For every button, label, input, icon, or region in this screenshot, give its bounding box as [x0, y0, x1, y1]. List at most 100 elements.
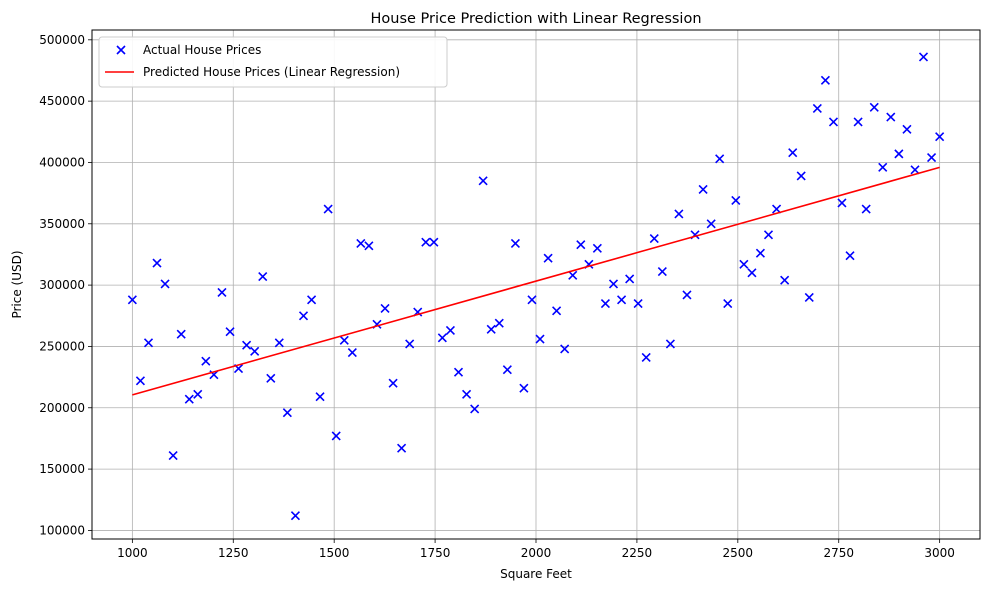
- x-tick-label: 3000: [924, 546, 955, 560]
- scatter-point: [429, 237, 439, 247]
- scatter-point: [543, 253, 553, 263]
- y-tick-label: 300000: [39, 278, 85, 292]
- y-tick-label: 400000: [39, 155, 85, 169]
- scatter-point: [886, 112, 896, 122]
- scatter-point: [674, 209, 684, 219]
- scatter-point: [143, 338, 154, 348]
- scatter-point: [804, 292, 814, 302]
- scatter-point: [535, 334, 545, 344]
- scatter-point: [201, 356, 211, 366]
- scatter-point: [780, 275, 790, 285]
- scatter-point: [331, 431, 341, 441]
- scatter-point: [772, 204, 782, 214]
- scatter-point: [715, 154, 725, 164]
- scatter-point: [788, 148, 798, 158]
- scatter-point: [184, 394, 194, 404]
- scatter-point: [926, 152, 937, 163]
- scatter-point: [339, 335, 349, 345]
- scatter-point: [242, 340, 252, 350]
- legend-box: [98, 36, 448, 88]
- scatter-point: [698, 184, 708, 195]
- scatter-point: [364, 241, 374, 251]
- scatter-point: [641, 352, 651, 363]
- scatter-point: [274, 338, 284, 348]
- scatter-point: [380, 303, 390, 313]
- x-tick-label: 2000: [521, 546, 552, 560]
- x-tick-label: 1250: [218, 546, 249, 560]
- scatter-point: [168, 451, 178, 461]
- regression-line: [132, 166, 940, 396]
- scatter-point: [763, 230, 774, 240]
- scatter-point: [828, 117, 839, 127]
- grid: [92, 30, 980, 539]
- scatter-point: [225, 327, 235, 337]
- scatter-point: [625, 274, 635, 284]
- scatter-point: [510, 238, 520, 248]
- series-layer: [127, 52, 945, 521]
- scatter-point: [470, 404, 480, 414]
- scatter-point: [747, 268, 757, 278]
- legend-label-actual: Actual House Prices: [143, 43, 261, 57]
- scatter-point: [902, 124, 912, 134]
- x-tick-label: 2500: [723, 546, 754, 560]
- scatter-point: [462, 389, 472, 399]
- y-tick-label: 250000: [39, 339, 85, 353]
- x-tick-label: 1750: [420, 546, 451, 560]
- y-tick-label: 350000: [39, 217, 85, 231]
- scatter-point: [796, 171, 806, 181]
- scatter-point: [853, 117, 863, 127]
- scatter-point: [135, 376, 146, 386]
- scatter-point: [608, 279, 619, 289]
- y-axis-title: Price (USD): [10, 250, 24, 318]
- scatter-point: [935, 132, 945, 142]
- scatter-point: [290, 511, 300, 521]
- scatter-point: [845, 251, 855, 261]
- y-tick-label: 200000: [39, 401, 85, 415]
- scatter-point: [388, 378, 398, 388]
- scatter-point: [282, 408, 292, 418]
- scatter-point: [812, 103, 822, 114]
- scatter-point: [453, 367, 464, 377]
- scatter-point: [894, 149, 904, 159]
- scatter-point: [723, 298, 733, 309]
- x-tick-label: 2750: [823, 546, 854, 560]
- scatter-point: [649, 233, 659, 244]
- y-tick-label: 100000: [39, 523, 85, 537]
- scatter-point: [755, 248, 765, 258]
- scatter-point: [592, 243, 602, 253]
- scatter-point: [217, 287, 227, 298]
- scatter-point: [127, 295, 137, 305]
- legend-label-predicted: Predicted House Prices (Linear Regressio…: [143, 65, 400, 79]
- ticks: 1000 1250 1500 1750 2000 2250 2500 2750 3000 1000…: [39, 33, 955, 560]
- scatter-point: [356, 238, 366, 248]
- scatter-point: [250, 346, 260, 356]
- scatter-point: [152, 258, 162, 268]
- scatter-point: [657, 267, 667, 277]
- x-tick-label: 1500: [319, 546, 350, 560]
- scatter-point: [560, 344, 570, 354]
- x-axis-title: Square Feet: [500, 567, 572, 581]
- scatter-point: [617, 295, 627, 305]
- scatter-point: [266, 373, 276, 383]
- scatter-point: [739, 259, 749, 269]
- scatter-point: [397, 443, 407, 453]
- scatter-point: [193, 389, 203, 399]
- scatter-point: [347, 348, 357, 358]
- y-tick-label: 450000: [39, 94, 85, 108]
- x-tick-label: 1000: [117, 546, 148, 560]
- scatter-point: [478, 176, 488, 186]
- scatter-point: [633, 298, 643, 309]
- scatter-point: [176, 329, 186, 339]
- scatter-point: [910, 165, 920, 175]
- scatter-point: [437, 333, 447, 343]
- scatter-point: [258, 271, 268, 282]
- scatter-point: [837, 198, 847, 208]
- scatter-point: [421, 237, 431, 247]
- scatter-point: [486, 324, 496, 334]
- scatter-point: [445, 325, 455, 336]
- scatter-point: [665, 339, 675, 349]
- scatter-point: [568, 270, 578, 280]
- scatter-point: [731, 195, 741, 206]
- scatter-point: [502, 365, 512, 375]
